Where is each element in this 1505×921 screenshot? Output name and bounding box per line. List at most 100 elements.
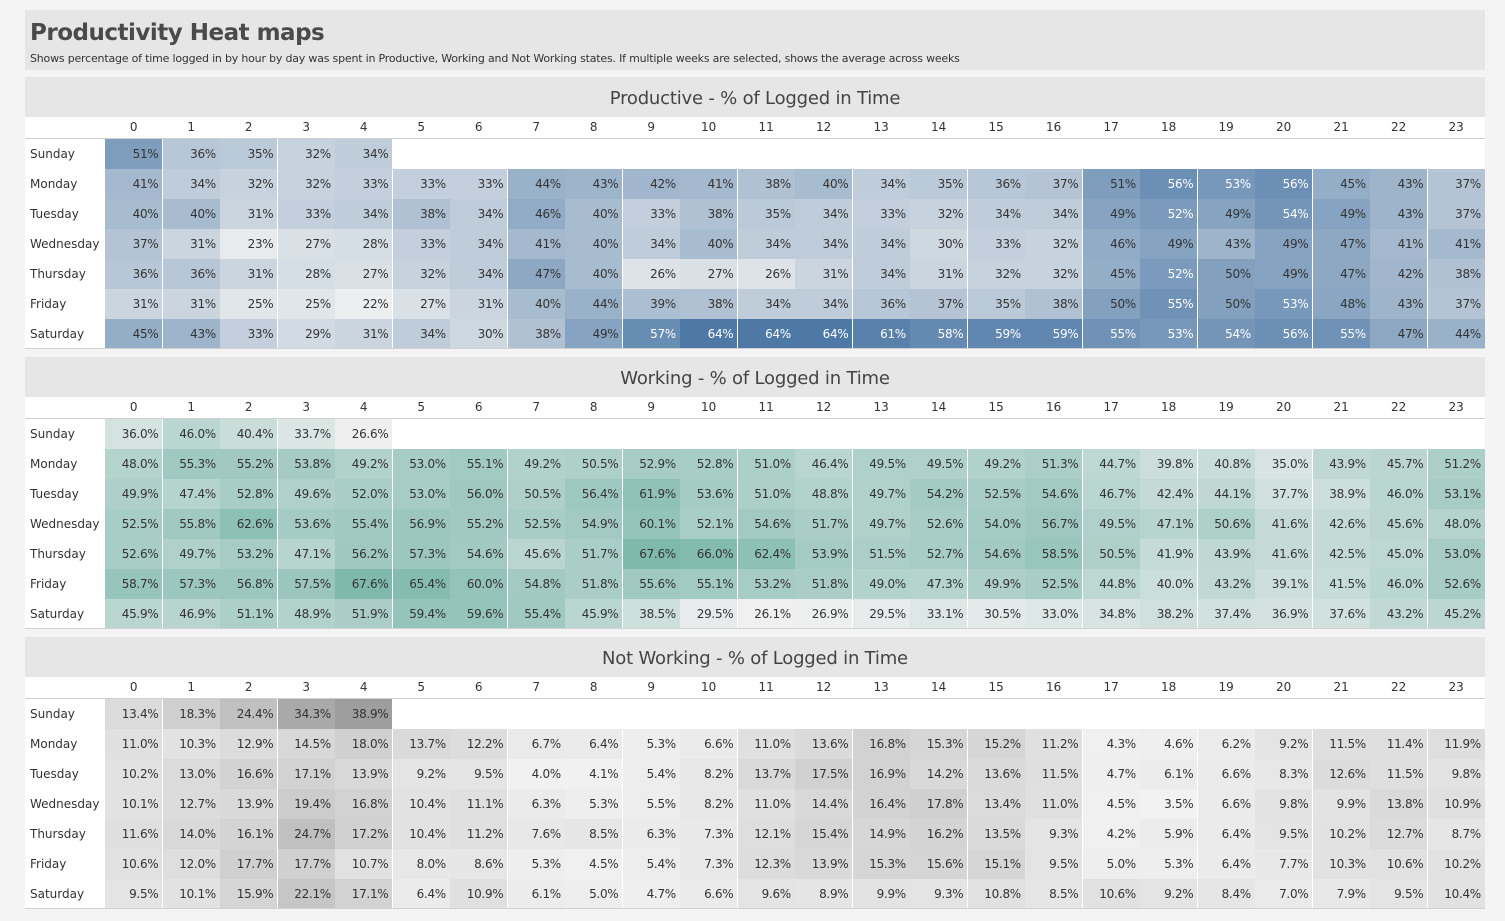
heatmap-cell: 9.8% [1255, 789, 1313, 819]
heatmap-cell: 6.1% [507, 879, 565, 909]
hour-label: 11 [758, 120, 774, 134]
heatmap-cell: 38% [680, 289, 738, 319]
hour-label: 7 [532, 680, 541, 694]
heatmap-cell: 49.7% [852, 509, 910, 539]
heatmap-cell: 52.5% [967, 479, 1025, 509]
heatmap-cell: 41.5% [1312, 569, 1370, 599]
heatmap-cell: 34% [852, 259, 910, 289]
heatmap-cell: 29.5% [680, 599, 738, 629]
heatmap-cell: 11.1% [450, 789, 508, 819]
heatmap-cell: 36% [162, 259, 220, 289]
day-label: Tuesday [30, 767, 79, 781]
heatmap-cell: 34% [335, 199, 393, 229]
heatmap-cell: 47.3% [910, 569, 968, 599]
day-label: Sunday [30, 147, 75, 161]
heatmap-cell: 33% [852, 199, 910, 229]
hour-label: 19 [1218, 680, 1234, 694]
heatmap-cell: 32% [220, 169, 278, 199]
heatmap-cell: 7.6% [507, 819, 565, 849]
heatmap-cell: 10.2% [1312, 819, 1370, 849]
hour-label: 1 [187, 400, 196, 414]
hour-label: 3 [302, 400, 311, 414]
hour-label: 19 [1218, 120, 1234, 134]
heatmap-cell: 53.1% [1427, 479, 1485, 509]
heatmap-cell: 3.5% [1140, 789, 1198, 819]
heatmap-cell: 16.1% [220, 819, 278, 849]
heatmap-cell: 34% [795, 289, 853, 319]
heatmap-row: Saturday 9.5% 10.1% 15.9% 22.1% 17.1% 6.4% 10.9… [25, 879, 1485, 909]
hour-label: 8 [589, 120, 598, 134]
hour-header-row: 0 1 2 3 4 5 6 7 8 9 10 11 12 13 14 15 16 17 18 19 20 21 22 23 [25, 677, 1485, 699]
heatmap-cell: 52.9% [622, 449, 680, 479]
heatmap-cell: 6.6% [680, 729, 738, 759]
heatmap-row: Thursday 11.6% 14.0% 16.1% 24.7% 17.2% 10.4% 11… [25, 819, 1485, 849]
heatmap-cell: 34% [795, 229, 853, 259]
heatmap-cell: 59% [967, 319, 1025, 349]
dashboard-header: Productivity Heat maps Shows percentage … [25, 10, 1485, 70]
day-label: Friday [30, 577, 67, 591]
heatmap-cell: 46.7% [1082, 479, 1140, 509]
heatmap-cell: 57.5% [277, 569, 335, 599]
heatmap-cell: 15.2% [967, 729, 1025, 759]
heatmap-cell: 45.6% [1370, 509, 1428, 539]
heatmap-row: Thursday 36% 36% 31% 28% 27% 32% 34% 47% 40% 26% 27… [25, 259, 1485, 289]
heatmap-cell: 53% [1197, 169, 1255, 199]
heatmap-cell: 47.1% [1140, 509, 1198, 539]
heatmap-cell: 6.3% [622, 819, 680, 849]
heatmap-cell: 52.7% [910, 539, 968, 569]
heatmap-cell: 41% [1427, 229, 1485, 259]
heatmap-cell: 49.0% [852, 569, 910, 599]
heatmap-cell: 17.1% [335, 879, 393, 909]
heatmap-cell: 25% [277, 289, 335, 319]
hour-label: 22 [1391, 400, 1407, 414]
heatmap-cell: 40% [565, 199, 623, 229]
hour-label: 23 [1448, 120, 1464, 134]
heatmap-cell: 10.1% [162, 879, 220, 909]
heatmap-cell: 17.5% [795, 759, 853, 789]
heatmap-cell: 56.2% [335, 539, 393, 569]
heatmap-row: Friday 10.6% 12.0% 17.7% 17.7% 10.7% 8.0% 8.6% 5… [25, 849, 1485, 879]
hour-label: 10 [701, 400, 717, 414]
heatmap-cell: 33% [967, 229, 1025, 259]
heatmap-cell: 38% [1427, 259, 1485, 289]
hour-label: 6 [474, 680, 483, 694]
hour-label: 1 [187, 120, 196, 134]
heatmap-cell: 28% [335, 229, 393, 259]
heatmap-cell: 15.1% [967, 849, 1025, 879]
heatmap-cell: 60.1% [622, 509, 680, 539]
heatmap-cell: 44.1% [1197, 479, 1255, 509]
heatmap-cell: 31% [220, 259, 278, 289]
heatmap-cell: 42.6% [1312, 509, 1370, 539]
heatmap-cell: 53.8% [277, 449, 335, 479]
heatmap-cell: 39.8% [1140, 449, 1198, 479]
heatmap-cell: 8.5% [565, 819, 623, 849]
heatmap-cell: 8.6% [450, 849, 508, 879]
heatmap-cell: 34% [852, 169, 910, 199]
divider [25, 628, 1485, 629]
heatmap-cell: 36.0% [105, 419, 163, 449]
heatmap-cell: 6.6% [1197, 759, 1255, 789]
heatmap-cell: 22% [335, 289, 393, 319]
heatmap-cell: 56.8% [220, 569, 278, 599]
hour-label: 15 [988, 680, 1004, 694]
heatmap-cell: 45% [1082, 259, 1140, 289]
heatmap-cell: 51% [105, 139, 163, 169]
heatmap-row: Wednesday 37% 31% 23% 27% 28% 33% 34% 41% 40% 34% 4… [25, 229, 1485, 259]
heatmap-cell: 38% [392, 199, 450, 229]
heatmap-cell: 4.1% [565, 759, 623, 789]
heatmap-cell: 31% [105, 289, 163, 319]
heatmap-cell: 48.0% [105, 449, 163, 479]
heatmap-cell: 55.1% [450, 449, 508, 479]
heatmap-cell: 14.5% [277, 729, 335, 759]
heatmap-cell: 46.9% [162, 599, 220, 629]
heatmap-cell: 13.9% [795, 849, 853, 879]
heatmap-cell: 13.4% [105, 699, 163, 729]
heatmap-cell: 53.9% [795, 539, 853, 569]
heatmap-cell: 34% [392, 319, 450, 349]
heatmap-cell: 26% [737, 259, 795, 289]
hour-label: 15 [988, 120, 1004, 134]
heatmap-cell: 12.7% [162, 789, 220, 819]
heatmap-cell: 4.5% [565, 849, 623, 879]
hour-label: 18 [1161, 400, 1177, 414]
heatmap-cell: 40% [507, 289, 565, 319]
